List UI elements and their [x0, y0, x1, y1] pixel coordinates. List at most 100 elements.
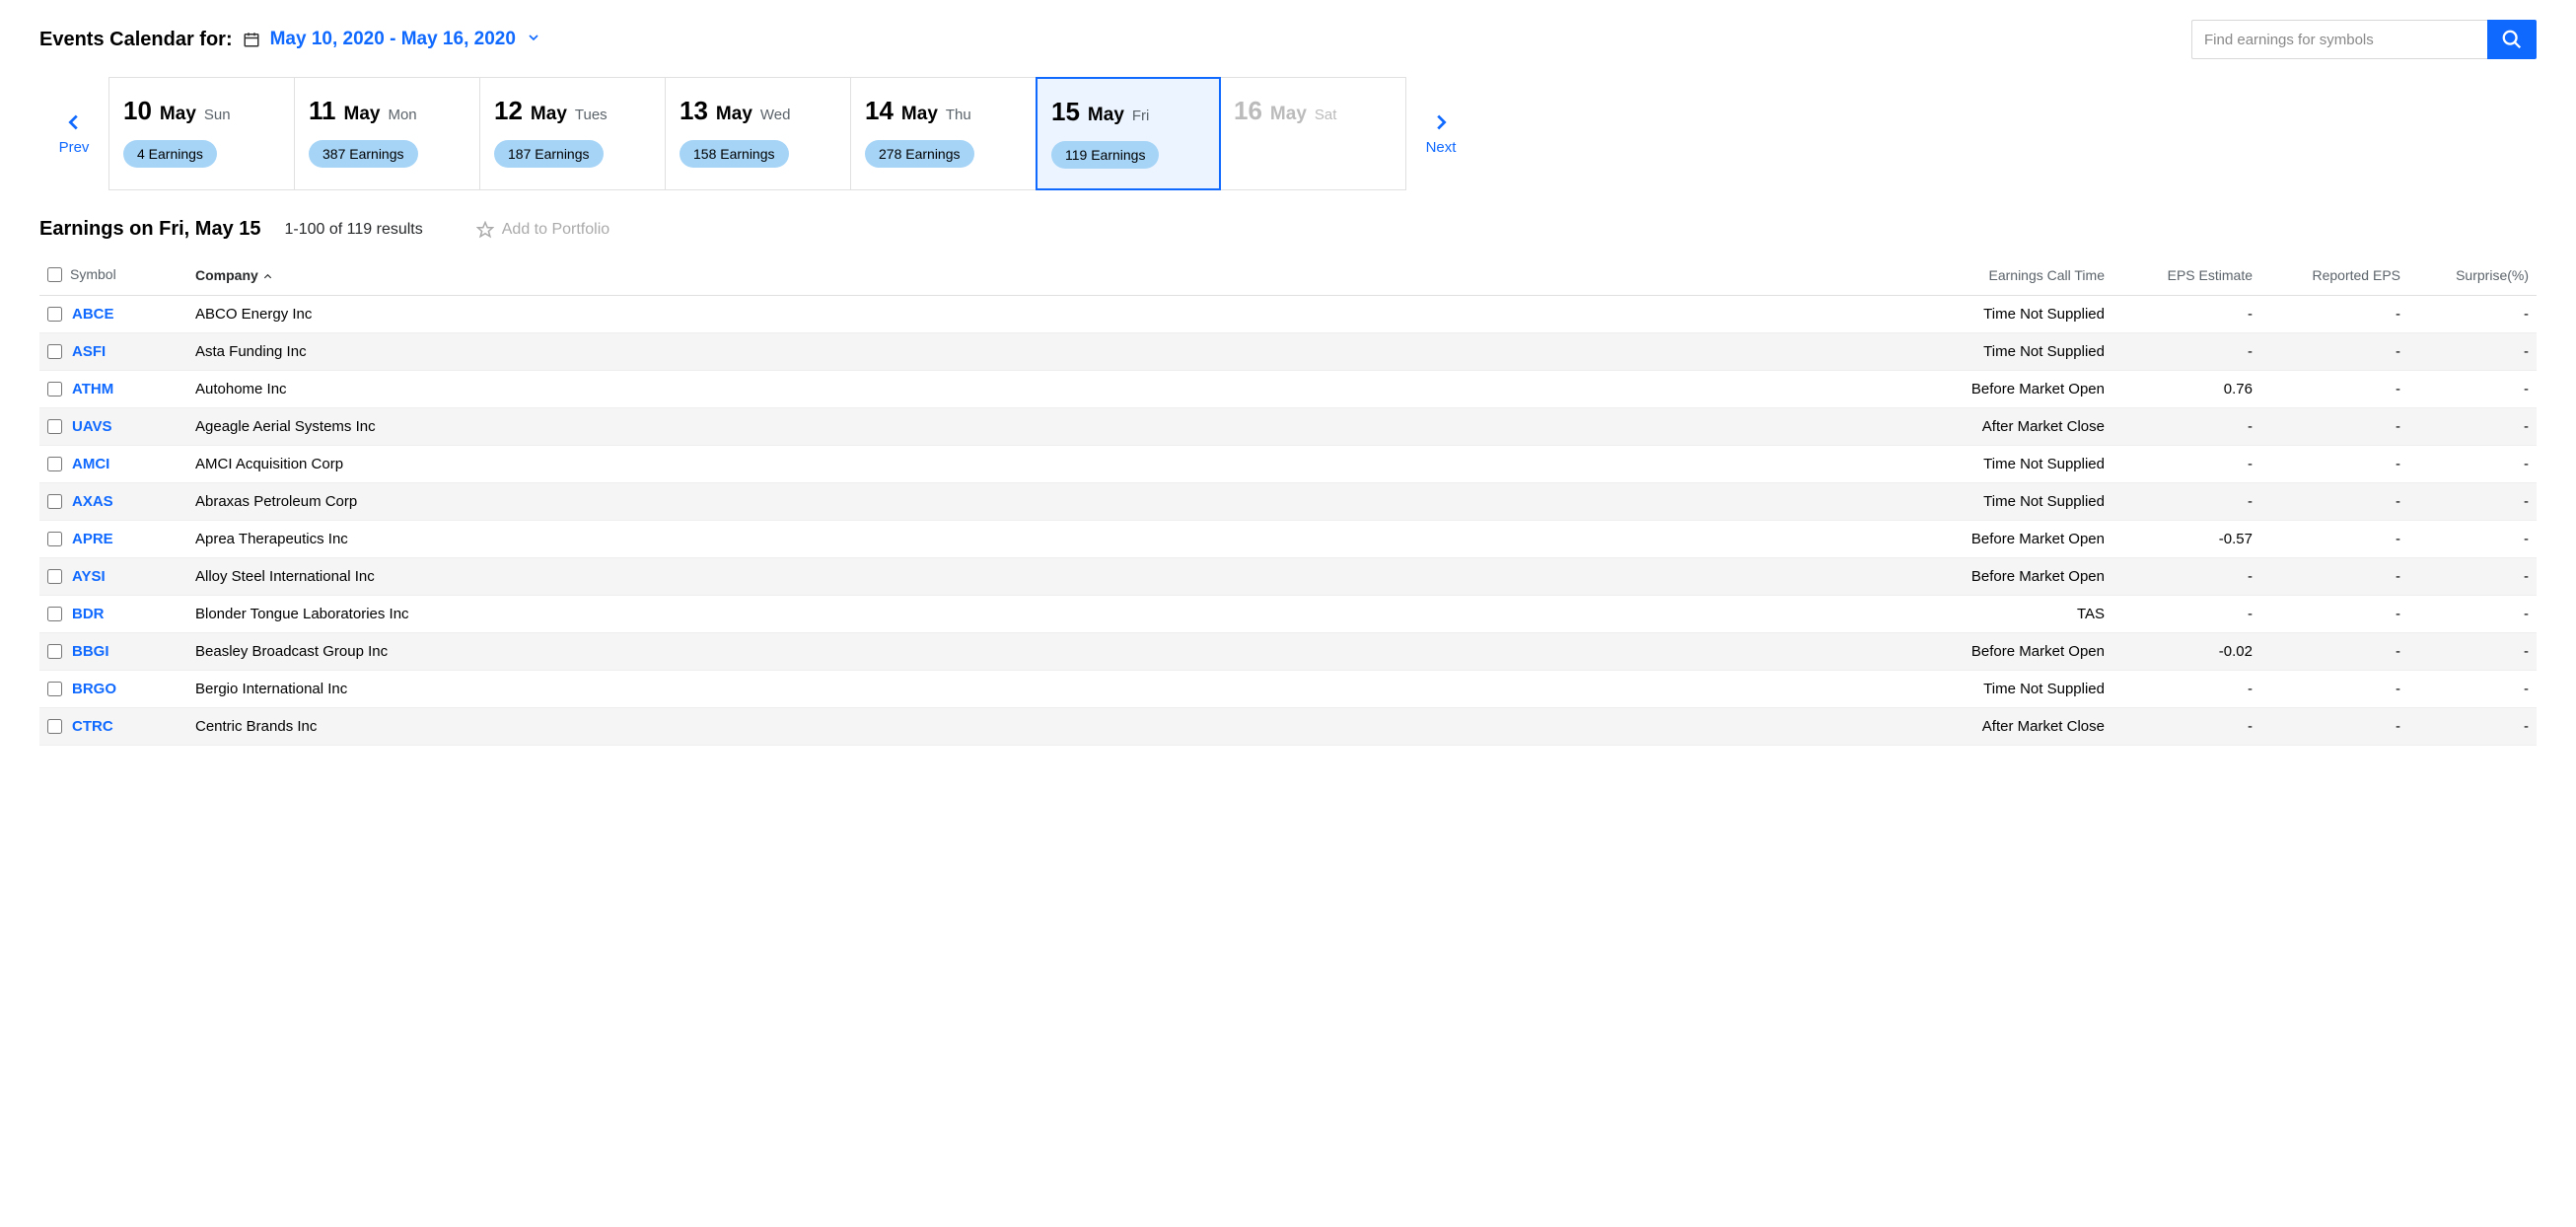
- company-cell: ABCO Energy Inc: [187, 295, 1935, 332]
- symbol-link[interactable]: UAVS: [72, 418, 112, 435]
- surprise-cell: -: [2408, 482, 2537, 520]
- symbol-link[interactable]: AMCI: [72, 456, 109, 472]
- day-card[interactable]: 16MaySat: [1220, 78, 1405, 189]
- symbol-link[interactable]: BDR: [72, 606, 105, 622]
- symbol-link[interactable]: ABCE: [72, 306, 114, 323]
- surprise-cell: -: [2408, 520, 2537, 557]
- day-card[interactable]: 15MayFri119 Earnings: [1036, 77, 1221, 190]
- time-cell: Time Not Supplied: [1935, 445, 2112, 482]
- day-month: May: [344, 104, 381, 125]
- day-num: 15: [1051, 97, 1080, 127]
- day-month: May: [716, 104, 752, 125]
- table-row: APREAprea Therapeutics IncBefore Market …: [39, 520, 2537, 557]
- day-dow: Sun: [204, 107, 231, 123]
- chevron-down-icon[interactable]: [526, 30, 541, 50]
- next-label: Next: [1426, 139, 1457, 156]
- calendar-icon[interactable]: [243, 31, 260, 48]
- col-eps[interactable]: EPS Estimate: [2112, 256, 2260, 295]
- day-cards: 10MaySun4 Earnings11MayMon387 Earnings12…: [108, 77, 1406, 190]
- symbol-link[interactable]: AXAS: [72, 493, 113, 510]
- reported-cell: -: [2260, 520, 2408, 557]
- day-card[interactable]: 10MaySun4 Earnings: [109, 78, 295, 189]
- search-input[interactable]: [2191, 20, 2487, 59]
- earnings-pill[interactable]: 119 Earnings: [1051, 141, 1159, 169]
- sort-asc-icon: [262, 267, 273, 283]
- week-nav: Prev 10MaySun4 Earnings11MayMon387 Earni…: [39, 77, 2537, 190]
- symbol-link[interactable]: APRE: [72, 531, 113, 547]
- col-surprise[interactable]: Surprise(%): [2408, 256, 2537, 295]
- day-card[interactable]: 12MayTues187 Earnings: [480, 78, 666, 189]
- company-cell: Blonder Tongue Laboratories Inc: [187, 595, 1935, 632]
- table-row: AMCI AMCI Acquisition CorpTime Not Suppli…: [39, 445, 2537, 482]
- surprise-cell: -: [2408, 632, 2537, 670]
- company-cell: Aprea Therapeutics Inc: [187, 520, 1935, 557]
- reported-cell: -: [2260, 707, 2408, 745]
- reported-cell: -: [2260, 295, 2408, 332]
- earnings-pill[interactable]: 158 Earnings: [680, 140, 789, 168]
- col-time[interactable]: Earnings Call Time: [1935, 256, 2112, 295]
- symbol-link[interactable]: ASFI: [72, 343, 106, 360]
- row-checkbox[interactable]: [47, 569, 62, 584]
- company-cell: Bergio International Inc: [187, 670, 1935, 707]
- symbol-link[interactable]: BRGO: [72, 681, 116, 697]
- symbol-link[interactable]: ATHM: [72, 381, 113, 397]
- results-count: 1-100 of 119 results: [285, 221, 423, 239]
- col-company[interactable]: Company: [187, 256, 1935, 295]
- time-cell: Time Not Supplied: [1935, 482, 2112, 520]
- header-left: Events Calendar for: May 10, 2020 - May …: [39, 29, 541, 51]
- date-range[interactable]: May 10, 2020 - May 16, 2020: [270, 29, 516, 50]
- row-checkbox[interactable]: [47, 607, 62, 621]
- table-row: ATHMAutohome IncBefore Market Open0.76--: [39, 370, 2537, 407]
- time-cell: TAS: [1935, 595, 2112, 632]
- symbol-cell: BDR: [39, 595, 187, 632]
- symbol-link[interactable]: AYSI: [72, 568, 106, 585]
- add-portfolio[interactable]: Add to Portfolio: [476, 221, 609, 239]
- next-button[interactable]: Next: [1406, 111, 1475, 156]
- surprise-cell: -: [2408, 445, 2537, 482]
- day-card[interactable]: 11MayMon 387 Earnings: [295, 78, 480, 189]
- day-card[interactable]: 13MayWed158 Earnings: [666, 78, 851, 189]
- symbol-cell: UAVS: [39, 407, 187, 445]
- search-button[interactable]: [2487, 20, 2537, 59]
- row-checkbox[interactable]: [47, 644, 62, 659]
- row-checkbox[interactable]: [47, 719, 62, 734]
- row-checkbox[interactable]: [47, 419, 62, 434]
- earnings-pill[interactable]: 4 Earnings: [123, 140, 217, 168]
- symbol-cell: APRE: [39, 520, 187, 557]
- table-row: ASFIAsta Funding IncTime Not Supplied---: [39, 332, 2537, 370]
- day-head: 11MayMon: [309, 96, 465, 126]
- reported-cell: -: [2260, 332, 2408, 370]
- table-row: BBGIBeasley Broadcast Group IncBefore Ma…: [39, 632, 2537, 670]
- col-reported[interactable]: Reported EPS: [2260, 256, 2408, 295]
- prev-button[interactable]: Prev: [39, 111, 108, 156]
- row-checkbox[interactable]: [47, 344, 62, 359]
- symbol-link[interactable]: BBGI: [72, 643, 109, 660]
- company-cell: Asta Funding Inc: [187, 332, 1935, 370]
- search-group: [2191, 20, 2537, 59]
- symbol-link[interactable]: CTRC: [72, 718, 113, 735]
- day-dow: Tues: [575, 107, 608, 123]
- company-cell: AMCI Acquisition Corp: [187, 445, 1935, 482]
- row-checkbox[interactable]: [47, 532, 62, 546]
- row-checkbox[interactable]: [47, 307, 62, 322]
- company-cell: Centric Brands Inc: [187, 707, 1935, 745]
- symbol-cell: BRGO: [39, 670, 187, 707]
- day-card[interactable]: 14MayThu278 Earnings: [851, 78, 1037, 189]
- row-checkbox[interactable]: [47, 682, 62, 696]
- row-checkbox[interactable]: [47, 494, 62, 509]
- star-icon: [476, 221, 494, 239]
- row-checkbox[interactable]: [47, 382, 62, 397]
- col-symbol[interactable]: Symbol: [39, 256, 187, 295]
- earnings-pill[interactable]: 278 Earnings: [865, 140, 974, 168]
- surprise-cell: -: [2408, 407, 2537, 445]
- col-surprise-label: Surprise(%): [2456, 267, 2529, 283]
- select-all-checkbox[interactable]: [47, 267, 62, 282]
- row-checkbox[interactable]: [47, 457, 62, 471]
- col-company-label: Company: [195, 267, 258, 283]
- day-num: 12: [494, 96, 523, 126]
- earnings-pill[interactable]: 387 Earnings: [309, 140, 418, 168]
- table-row: UAVSAgeagle Aerial Systems IncAfter Mark…: [39, 407, 2537, 445]
- eps-cell: -: [2112, 482, 2260, 520]
- earnings-pill[interactable]: 187 Earnings: [494, 140, 604, 168]
- surprise-cell: -: [2408, 707, 2537, 745]
